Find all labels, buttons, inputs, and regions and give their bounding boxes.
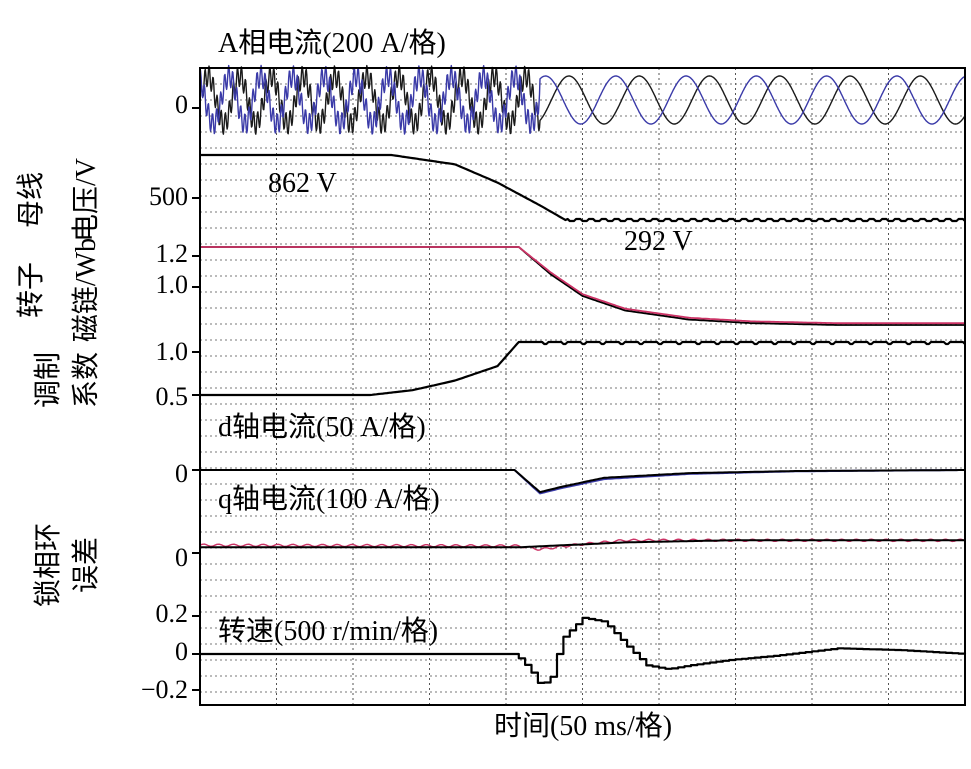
ytick-rotor-flux-1.0: 1.0	[156, 270, 189, 299]
ytick-speed-0: 0	[175, 637, 188, 666]
annotation-862v: 862 V	[268, 168, 337, 199]
ylabel-rotor-flux-line2: 磁链/Wb	[70, 238, 102, 342]
ylabel-bus-voltage-line1: 母线	[15, 172, 47, 228]
ylabel-pll-error-line1: 锁相环	[32, 523, 64, 607]
ylabel-modulation-line2: 系数	[70, 352, 102, 408]
ytick-speed-neg0.2: −0.2	[141, 675, 188, 704]
plot-axes	[192, 67, 966, 706]
ytick-rotor-flux-1.2: 1.2	[156, 239, 189, 268]
ytick-phase-current-0: 0	[175, 90, 188, 119]
ylabel-bus-voltage-line2: 电压/V	[70, 158, 102, 242]
ytick-pll-error-0: 0	[175, 543, 188, 572]
ylabel-rotor-flux-line1: 转子	[15, 262, 47, 318]
series-dq-current-1	[200, 469, 965, 494]
series-modulation-index	[200, 340, 966, 397]
annotation-292v: 292 V	[624, 226, 693, 257]
x-axis-label: 时间(50 ms/格)	[494, 710, 672, 742]
ytick-modulation-0.5: 0.5	[156, 382, 189, 411]
ytick-modulation-1.0: 1.0	[156, 337, 189, 366]
ytick-speed-0.2: 0.2	[156, 599, 189, 628]
ylabel-pll-error-line2: 误差	[70, 537, 102, 593]
series-phase-current-0	[199, 64, 966, 135]
ylabel-modulation-line1: 调制	[32, 352, 64, 408]
series-pll-error-1	[200, 539, 965, 549]
plot-grid	[200, 68, 965, 705]
panel-title-speed: 转速(500 r/min/格)	[218, 615, 438, 647]
series-rotor-flux-1	[200, 246, 965, 325]
panel-title-phase-current: A相电流(200 A/格)	[218, 27, 446, 59]
annotation-q-axis-current: q轴电流(100 A/格)	[218, 483, 440, 515]
series-bus-voltage	[200, 153, 966, 223]
plot-traces	[199, 64, 967, 685]
annotation-d-axis-current: d轴电流(50 A/格)	[218, 411, 426, 443]
series-phase-current-1	[199, 64, 966, 135]
ytick-bus-voltage-500: 500	[149, 182, 188, 211]
plot-frame	[199, 67, 966, 706]
ytick-dq-current-0: 0	[175, 459, 188, 488]
series-speed	[200, 616, 967, 685]
